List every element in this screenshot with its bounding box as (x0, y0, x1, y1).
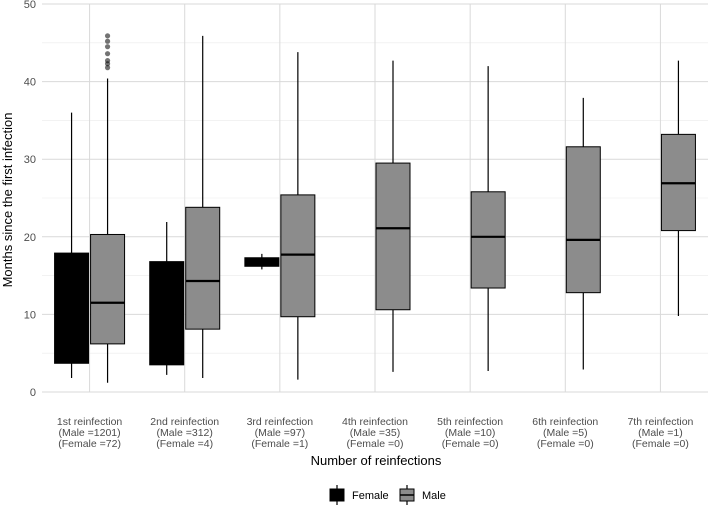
x-tick-label: 4th reinfection (342, 416, 408, 428)
box-body (280, 194, 316, 318)
box-body (375, 162, 411, 311)
legend-item-female: Female (329, 485, 389, 505)
x-tick-male-count: (Male =1) (638, 427, 683, 439)
x-tick-label: 2nd reinfection (150, 416, 219, 428)
x-tick-label: 5th reinfection (437, 416, 503, 428)
x-tick-label: 7th reinfection (627, 416, 693, 428)
box-female (244, 253, 280, 270)
x-tick-female-count: (Female =0) (347, 438, 404, 450)
x-tick-label: 1st reinfection (57, 416, 123, 428)
gridlines (42, 3, 708, 393)
box-body (90, 233, 126, 345)
y-tick-label: 0 (30, 387, 36, 399)
boxes (54, 33, 696, 383)
y-tick-label: 20 (24, 232, 36, 244)
box-male (375, 60, 411, 372)
outlier-point (104, 65, 111, 71)
box-male (90, 33, 126, 383)
x-tick-male-count: (Male =5) (543, 427, 588, 439)
x-tick-label: 3rd reinfection (247, 416, 314, 428)
x-tick-male-count: (Male =312) (157, 427, 213, 439)
outlier-point (104, 51, 111, 57)
box-male (470, 66, 506, 372)
outlier-point (104, 58, 111, 64)
x-tick-male-count: (Male =10) (445, 427, 495, 439)
y-tick-label: 40 (24, 77, 36, 89)
x-tick-label: 6th reinfection (532, 416, 598, 428)
box-body (54, 252, 90, 364)
x-tick-female-count: (Female =72) (58, 438, 121, 450)
y-tick-label: 30 (24, 154, 36, 166)
legend-label: Female (352, 490, 389, 502)
x-tick-female-count: (Female =0) (632, 438, 689, 450)
box-body (185, 206, 221, 330)
outlier-point (104, 38, 111, 44)
x-tick-female-count: (Female =1) (251, 438, 308, 450)
legend-label: Male (422, 490, 446, 502)
x-tick-female-count: (Female =0) (442, 438, 499, 450)
box-male (660, 60, 696, 316)
x-tick-male-count: (Male =35) (350, 427, 400, 439)
box-male (565, 97, 601, 370)
box-female (149, 222, 185, 375)
x-tick-male-count: (Male =1201) (58, 427, 120, 439)
box-female (54, 112, 90, 379)
box-male (185, 35, 221, 379)
legend: Female Male (329, 485, 446, 505)
box-body (149, 261, 185, 366)
legend-item-male: Male (399, 485, 446, 505)
box-male (280, 52, 316, 380)
x-tick-female-count: (Female =0) (537, 438, 594, 450)
x-axis-title: Number of reinfections (311, 453, 442, 468)
y-tick-label: 50 (24, 0, 36, 11)
x-tick-female-count: (Female =4) (156, 438, 213, 450)
box-body (565, 146, 601, 294)
x-tick-male-count: (Male =97) (255, 427, 305, 439)
box-body (470, 191, 506, 289)
y-axis-title: Months since the first infection (0, 113, 15, 288)
outlier-point (104, 33, 111, 39)
outlier-point (104, 44, 111, 50)
y-tick-label: 10 (24, 309, 36, 321)
